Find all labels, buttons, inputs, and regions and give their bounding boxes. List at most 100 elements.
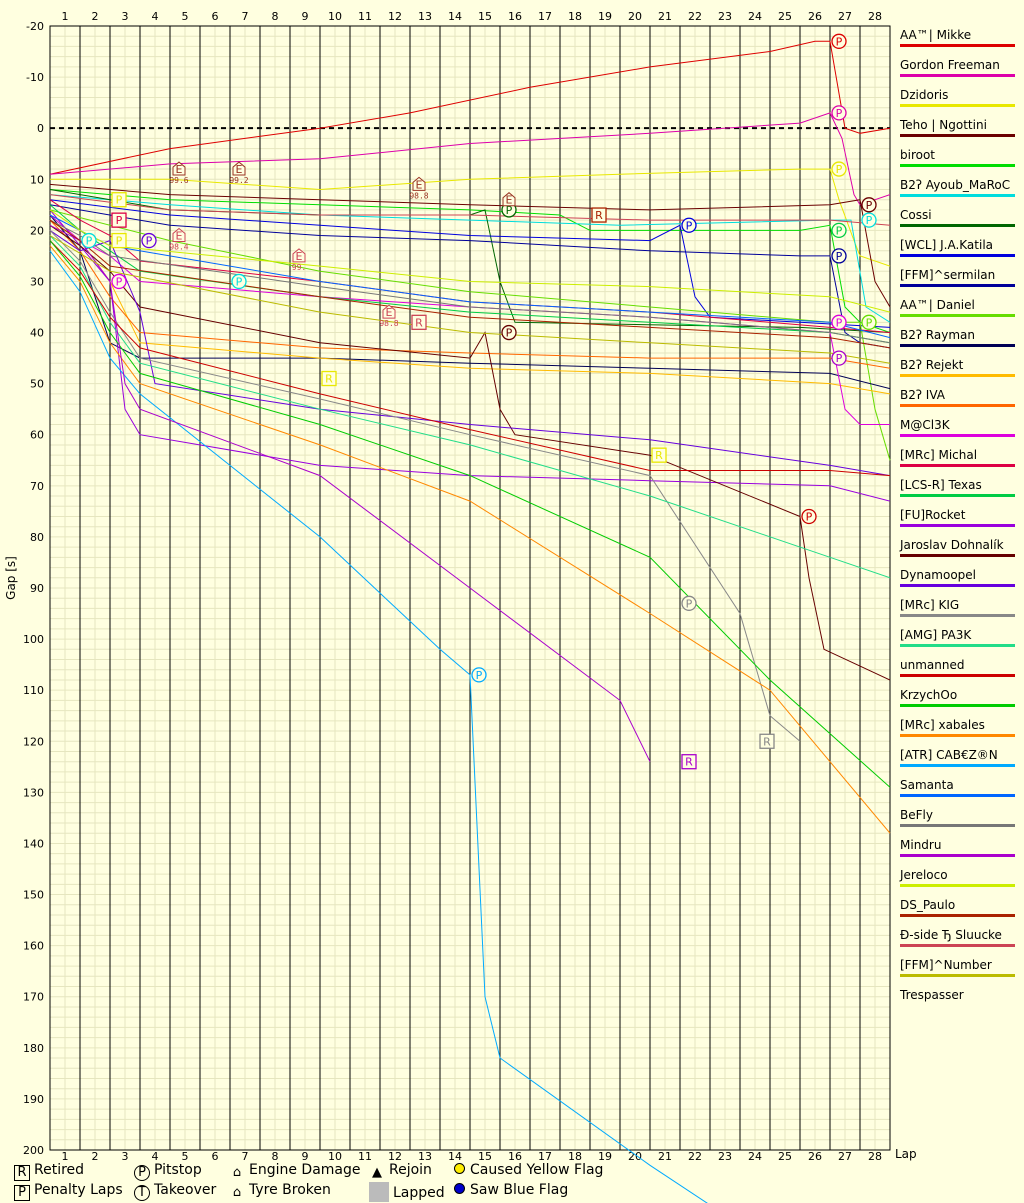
key-label: Engine Damage	[249, 1162, 361, 1178]
marker-letter: P	[476, 669, 483, 682]
legend-entry: M@Cl3K	[900, 418, 1020, 448]
marker-letter: E	[296, 250, 303, 263]
marker-penalty: P	[111, 192, 127, 208]
marker-letter: R	[763, 735, 771, 748]
x-tick-label-bottom: 26	[808, 1150, 822, 1163]
marker-letter: R	[655, 449, 663, 462]
x-tick-label-bottom: 6	[212, 1150, 219, 1163]
legend-entry: [FU]Rocket	[900, 508, 1020, 538]
legend-swatch	[900, 584, 1015, 587]
legend-entry: Gordon Freeman	[900, 58, 1020, 88]
y-tick-label: 10	[30, 173, 44, 186]
marker-letter: R	[595, 209, 603, 222]
marker-letter: P	[506, 204, 513, 217]
legend-driver-name: [FFM]^sermilan	[900, 268, 996, 282]
legend-driver-name: Jaroslav Dohnalík	[900, 538, 1004, 552]
marker-retired: R	[651, 447, 667, 463]
legend-entry: Dzidoris	[900, 88, 1020, 118]
key-glyph-icon	[454, 1183, 465, 1194]
marker-letter: P	[806, 510, 813, 523]
x-tick-label-bottom: 14	[448, 1150, 462, 1163]
legend-entry: [MRc] xabales	[900, 718, 1020, 748]
legend-swatch	[900, 494, 1015, 497]
legend-swatch	[900, 464, 1015, 467]
series-line	[49, 224, 651, 762]
series-line	[49, 194, 891, 226]
series-line	[49, 235, 891, 579]
legend-driver-name: Dynamoopel	[900, 568, 977, 582]
x-tick-label-top: 4	[152, 10, 159, 23]
key-glyph-icon: ⌂	[232, 1165, 242, 1180]
key-label: Pitstop	[154, 1162, 202, 1178]
marker-value: 98.4	[169, 242, 188, 251]
marker-letter: P	[146, 235, 153, 248]
marker-retired: R	[681, 754, 697, 770]
x-tick-label-top: 27	[838, 10, 852, 23]
legend-entry: Jaroslav Dohnalík	[900, 538, 1020, 568]
x-tick-label-top: 24	[748, 10, 762, 23]
marker-letter: P	[836, 316, 843, 329]
marker-letter: P	[836, 107, 843, 120]
key-item: R Retired	[14, 1162, 84, 1181]
key-item: P Pitstop	[134, 1162, 202, 1181]
legend-driver-name: Gordon Freeman	[900, 58, 1000, 72]
legend-entry: unmanned	[900, 658, 1020, 688]
legend-swatch	[900, 434, 1015, 437]
marker-value: 98.8	[379, 319, 398, 328]
key-item: ▲ Rejoin	[369, 1162, 432, 1182]
x-tick-label-top: 1	[62, 10, 69, 23]
legend-swatch	[900, 404, 1015, 407]
legend-entry: KrzychOo	[900, 688, 1020, 718]
x-tick-label-bottom: 1	[62, 1150, 69, 1163]
marker-value: 99.6	[169, 176, 188, 185]
legend-entry: Trespasser	[900, 988, 1020, 1018]
key-item: ⌂ Engine Damage	[229, 1162, 361, 1182]
marker-engine: E99.6	[169, 161, 189, 185]
legend-entry: AA™| Daniel	[900, 298, 1020, 328]
marker-pitstop: P	[471, 667, 487, 683]
marker-retired: R	[759, 733, 775, 749]
x-tick-label-top: 22	[688, 10, 702, 23]
marker-pitstop: P	[681, 217, 697, 233]
legend-driver-name: [MRc] Michal	[900, 448, 978, 462]
legend-swatch	[900, 254, 1015, 257]
legend-entry: [LCS-R] Texas	[900, 478, 1020, 508]
legend-driver-name: unmanned	[900, 658, 965, 672]
key-label: Tyre Broken	[249, 1182, 331, 1198]
legend-entry: B2ʔ Rejekt	[900, 358, 1020, 388]
marker-engine: E99.	[292, 248, 306, 272]
legend-swatch	[900, 284, 1015, 287]
series-line	[49, 183, 891, 308]
legend-driver-name: Teho | Ngottini	[900, 118, 987, 132]
marker-value: 98.8	[409, 191, 428, 200]
marker-pitstop: P	[831, 314, 847, 330]
legend-swatch	[900, 104, 1015, 107]
legend-swatch	[900, 194, 1015, 197]
grid	[49, 25, 891, 1151]
key-glyph-icon	[369, 1182, 389, 1202]
marker-pitstop: P	[831, 222, 847, 239]
y-tick-label: 140	[23, 837, 44, 850]
key-glyph-icon: P	[134, 1165, 150, 1181]
x-tick-label-top: 26	[808, 10, 822, 23]
marker-letter: R	[325, 373, 333, 386]
x-tick-label-top: 12	[388, 10, 402, 23]
marker-pitstop: P	[831, 248, 847, 264]
key-glyph-icon: ▲	[372, 1165, 382, 1180]
marker-retired: R	[321, 370, 337, 387]
x-tick-label-top: 5	[182, 10, 189, 23]
x-tick-label-bottom: 24	[748, 1150, 762, 1163]
x-tick-label-bottom: 27	[838, 1150, 852, 1163]
x-tick-label-bottom: 12	[388, 1150, 402, 1163]
legend-swatch	[900, 644, 1015, 647]
legend-driver-name: Cossi	[900, 208, 932, 222]
key-item: ⌂ Tyre Broken	[229, 1182, 331, 1202]
legend-driver-name: [MRc] KIG	[900, 598, 960, 612]
series-line	[49, 189, 891, 333]
legend-swatch	[900, 554, 1015, 557]
legend-swatch	[900, 974, 1015, 977]
key-glyph-icon	[454, 1163, 465, 1174]
legend-entry: Mindru	[900, 838, 1020, 868]
marker-pitstop: P	[831, 161, 847, 177]
